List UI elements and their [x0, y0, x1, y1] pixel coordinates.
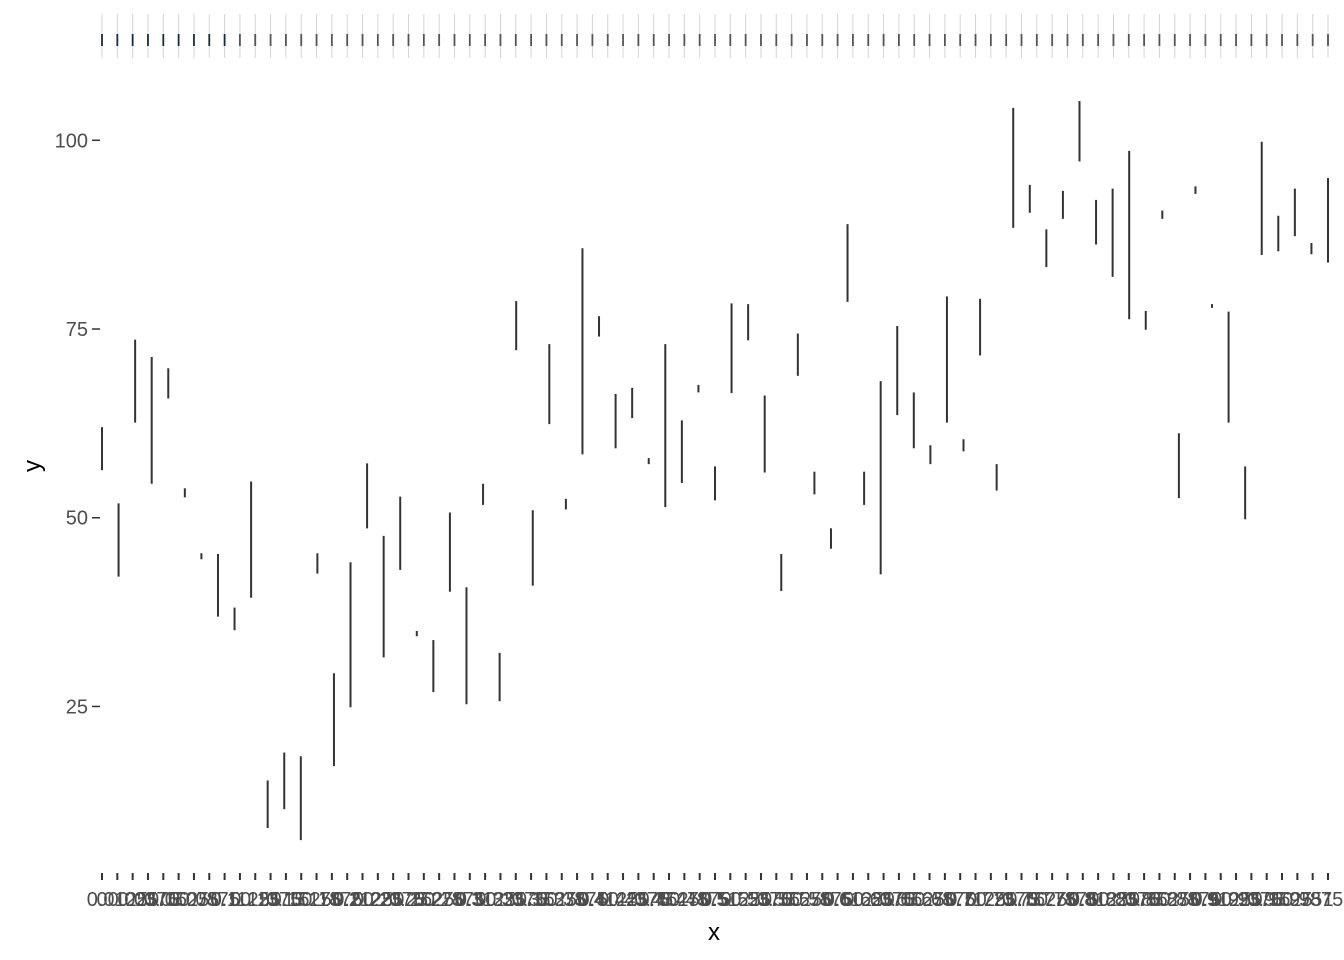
x-tick-label: 0.925 [1211, 889, 1261, 911]
x-tick-label: 0.3 [456, 889, 484, 911]
x-tick-label: 1 [1322, 889, 1333, 911]
x-tick-label: 0.0625 [148, 889, 209, 911]
x-tick-label: 0.225 [353, 889, 403, 911]
x-tick-label: 0.775 [1027, 889, 1077, 911]
x-tick-label: 0.1625 [271, 889, 332, 911]
x-tick-label: 0.85 [1125, 889, 1164, 911]
x-tick-label: 0.8375 [1098, 889, 1159, 911]
x-tick-label: 0.7875 [1037, 889, 1098, 911]
y-tick-label: 100 [55, 130, 88, 152]
x-tick-label: 0.975 [1272, 889, 1322, 911]
x-tick-label: 0.75 [1002, 889, 1041, 911]
x-tick-label: 0.5375 [730, 889, 791, 911]
x-tick-label: 0.95 [1247, 889, 1286, 911]
x-tick-label: 0.625 [843, 889, 893, 911]
x-tick-label: 0.825 [1088, 889, 1138, 911]
x-tick-label: 0.2375 [363, 889, 424, 911]
x-tick-label: 0.175 [292, 889, 342, 911]
x-tick-label: 0.325 [475, 889, 525, 911]
x-tick-label: 0.2 [333, 889, 361, 911]
x-tick-label: 0.9 [1191, 889, 1219, 911]
x-tick-label: 0.4125 [577, 889, 638, 911]
x-tick-label: 0.05 [144, 889, 183, 911]
x-tick-label: 0.125 [230, 889, 280, 911]
y-tick-label: 75 [66, 319, 88, 341]
x-tick-label: 0.3875 [546, 889, 607, 911]
x-tick-label: 0.725 [966, 889, 1016, 911]
x-tick-label: 0.275 [414, 889, 464, 911]
x-tick-label: 0.8875 [1159, 889, 1220, 911]
x-tick-label: 0.0375 [117, 889, 178, 911]
x-tick-label: 0.3625 [516, 889, 577, 911]
x-tick-label: 0.65 [879, 889, 918, 911]
x-tick-label: 0.375 [537, 889, 587, 911]
x-tick-label: 0.4625 [638, 889, 699, 911]
x-tick-label: 0.5875 [792, 889, 853, 911]
x-tick-label: 0.3125 [455, 889, 516, 911]
x-tick-label: 0.0875 [179, 889, 240, 911]
x-tick-label: 0.1375 [240, 889, 301, 911]
y-tick-label: 25 [66, 696, 88, 718]
x-tick-label: 0.3375 [485, 889, 546, 911]
x-tick-label: 0.15 [266, 889, 305, 911]
x-tick-label: 0.425 [598, 889, 648, 911]
x-tick-label: 0.675 [905, 889, 955, 911]
x-tick-label: 0.7125 [945, 889, 1006, 911]
x-axis: 00.01250.0250.03750.050.06250.0750.08750… [87, 873, 1343, 911]
x-tick-label: 0.525 [721, 889, 771, 911]
range-bars [101, 101, 1329, 841]
x-axis-title: x [708, 919, 720, 946]
x-tick-label: 0.6125 [822, 889, 883, 911]
x-tick-label: 0.875 [1150, 889, 1200, 911]
x-tick-label: 0.575 [782, 889, 832, 911]
x-tick-label: 0.6 [824, 889, 852, 911]
x-tick-label: 0.025 [108, 889, 158, 911]
x-tick-label: 0.6875 [914, 889, 975, 911]
x-tick-label: 0.6625 [884, 889, 945, 911]
x-tick-label: 0.8 [1069, 889, 1097, 911]
x-tick-label: 0.7375 [976, 889, 1037, 911]
x-tick-label: 0.5125 [700, 889, 761, 911]
x-tick-label: 0.0125 [87, 889, 148, 911]
y-axis-title: y [19, 460, 46, 472]
x-tick-label: 0.1875 [301, 889, 362, 911]
x-tick-label: 0.45 [634, 889, 673, 911]
x-tick-label: 0.25 [389, 889, 428, 911]
x-tick-label: 0 [96, 889, 107, 911]
x-tick-label: 0.4875 [669, 889, 730, 911]
x-tick-label: 0.2625 [393, 889, 454, 911]
x-tick-label: 0.8125 [1068, 889, 1129, 911]
x-tick-label: 0.5 [701, 889, 729, 911]
x-tick-label: 0.55 [757, 889, 796, 911]
x-tick-label: 0.2125 [332, 889, 393, 911]
x-tick-label: 0.5625 [761, 889, 822, 911]
x-tick-label: 0.9875 [1282, 889, 1343, 911]
x-tick-label: 0.4 [578, 889, 606, 911]
y-tick-label: 50 [66, 508, 88, 530]
x-top-rug-marks [101, 14, 1329, 58]
x-tick-label: 0.9125 [1190, 889, 1251, 911]
x-tick-label: 0.9375 [1221, 889, 1282, 911]
x-tick-label: 0.35 [512, 889, 551, 911]
x-tick-label: 0.4375 [608, 889, 669, 911]
x-tick-label: 0.1 [211, 889, 239, 911]
x-tick-label: 0.075 [169, 889, 219, 911]
x-tick-label: 0.1125 [210, 889, 270, 911]
x-tick-label: 0.475 [659, 889, 709, 911]
x-tick-label: 0.7 [946, 889, 974, 911]
x-tick-label: 0.8625 [1129, 889, 1190, 911]
x-tick-label: 0.7625 [1006, 889, 1067, 911]
x-tick-label: 0.2875 [424, 889, 485, 911]
y-axis: 25 50 75 100 [55, 130, 100, 718]
x-tick-label: 0.9625 [1251, 889, 1312, 911]
x-tick-label: 0.6375 [853, 889, 914, 911]
